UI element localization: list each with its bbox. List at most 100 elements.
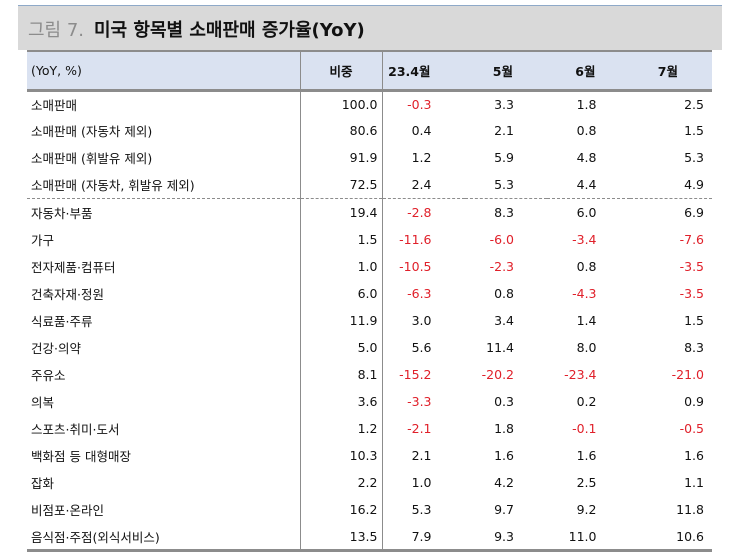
row-label: 가구 (27, 225, 301, 253)
row-value: 0.9 (684, 394, 704, 410)
row-label: 전자제품·컴퓨터 (27, 252, 301, 280)
row-weight: 1.5 (300, 225, 383, 253)
row-value: 10.6 (629, 523, 712, 553)
row-value: 1.8 (576, 96, 597, 112)
row-value: 6.9 (629, 197, 712, 226)
row-value: 0.4 (411, 123, 432, 139)
table-row: 소매판매 100.0 -0.3 3.3 1.8 2.5 (27, 90, 712, 118)
row-value: 1.5 (684, 123, 704, 139)
row-value: 2.1 (494, 123, 514, 139)
row-label: 소매판매 (휘발유 제외) (27, 144, 301, 172)
row-value: 11.4 (486, 339, 514, 355)
row-weight: 13.5 (300, 523, 383, 553)
row-value: 9.7 (494, 502, 514, 518)
row-value: -3.3 (407, 394, 432, 410)
table-row: 백화점 등 대형매장 10.3 2.1 1.6 1.6 1.6 (27, 442, 712, 470)
row-value: 6.0 (547, 197, 630, 226)
figure-title: 미국 항목별 소매판매 증가율(YoY) (94, 20, 365, 41)
table-row: 건축자재·정원 6.0 -6.3 0.8 -4.3 -3.5 (27, 279, 712, 307)
row-label: 잡화 (27, 469, 301, 497)
row-value: 3.4 (494, 312, 514, 328)
row-value: 4.8 (576, 150, 597, 166)
row-value: 9.2 (576, 502, 597, 518)
row-value: 1.6 (494, 448, 514, 464)
row-value: 7.9 (382, 523, 465, 553)
row-value: 3.0 (411, 312, 432, 328)
table-header-row: (YoY, %) 비중 23.4월 5월 6월 7월 (27, 50, 712, 92)
row-value: 8.0 (576, 339, 597, 355)
row-weight: 1.0 (300, 252, 383, 280)
table-row: 비점포·온라인 16.2 5.3 9.7 9.2 11.8 (27, 496, 712, 524)
row-value: 1.4 (576, 312, 597, 328)
row-label: 식료품·주류 (27, 306, 301, 334)
row-value: -2.8 (382, 197, 465, 226)
row-value: 0.8 (494, 285, 514, 301)
header-unit: (YoY, %) (27, 50, 301, 92)
row-label: 음식점·주점(외식서비스) (27, 523, 301, 553)
row-value: 4.2 (494, 475, 514, 491)
row-weight: 100.0 (300, 90, 383, 118)
row-value: -0.3 (407, 96, 432, 112)
row-value: -23.4 (564, 366, 597, 382)
row-value: 5.3 (494, 177, 514, 193)
table-row: 자동차·부품 19.4 -2.8 8.3 6.0 6.9 (27, 197, 712, 226)
row-label: 소매판매 (자동차 제외) (27, 117, 301, 145)
row-value: 1.6 (684, 448, 704, 464)
row-value: -10.5 (399, 258, 432, 274)
retail-sales-table: (YoY, %) 비중 23.4월 5월 6월 7월 소매판매 100.0 -0.3… (27, 50, 712, 553)
row-weight: 16.2 (300, 496, 383, 524)
row-weight: 19.4 (300, 197, 383, 226)
row-label: 스포츠·취미·도서 (27, 415, 301, 443)
table-row: 의복 3.6 -3.3 0.3 0.2 0.9 (27, 388, 712, 416)
table-row: 전자제품·컴퓨터 1.0 -10.5 -2.3 0.8 -3.5 (27, 252, 712, 280)
table-row: 스포츠·취미·도서 1.2 -2.1 1.8 -0.1 -0.5 (27, 415, 712, 443)
row-value: 5.3 (684, 150, 704, 166)
row-value: -2.1 (407, 421, 432, 437)
row-label: 주유소 (27, 360, 301, 389)
row-label: 건축자재·정원 (27, 279, 301, 307)
row-value: 1.6 (576, 448, 597, 464)
row-weight: 11.9 (300, 306, 383, 334)
row-weight: 1.2 (300, 415, 383, 443)
row-value: 0.2 (576, 394, 597, 410)
header-weight: 비중 (300, 50, 383, 92)
row-value: -0.5 (679, 421, 704, 437)
header-may: 5월 (464, 50, 547, 92)
row-weight: 10.3 (300, 442, 383, 470)
row-weight: 3.6 (300, 388, 383, 416)
row-value: -7.6 (679, 231, 704, 247)
row-value: 0.8 (576, 123, 597, 139)
row-label: 의복 (27, 388, 301, 416)
header-jun: 6월 (547, 50, 630, 92)
row-value: 3.3 (494, 96, 514, 112)
row-weight: 80.6 (300, 117, 383, 145)
row-label: 소매판매 (자동차, 휘발유 제외) (27, 171, 301, 199)
row-value: -3.5 (679, 258, 704, 274)
row-value: -4.3 (572, 285, 597, 301)
row-value: 4.9 (684, 177, 704, 193)
table-row: 음식점·주점(외식서비스) 13.5 7.9 9.3 11.0 10.6 (27, 523, 712, 553)
table-row: 소매판매 (휘발유 제외) 91.9 1.2 5.9 4.8 5.3 (27, 144, 712, 172)
row-value: -15.2 (399, 366, 432, 382)
table-row: 잡화 2.2 1.0 4.2 2.5 1.1 (27, 469, 712, 497)
row-value: 0.8 (576, 258, 597, 274)
row-value: 8.3 (684, 339, 704, 355)
row-value: -6.0 (489, 231, 514, 247)
table-row: 식료품·주류 11.9 3.0 3.4 1.4 1.5 (27, 306, 712, 334)
row-label: 비점포·온라인 (27, 496, 301, 524)
row-value: 5.9 (494, 150, 514, 166)
table-row: 주유소 8.1 -15.2 -20.2 -23.4 -21.0 (27, 360, 712, 389)
figure-label: 그림 7. (28, 20, 85, 41)
row-value: 8.3 (464, 197, 547, 226)
row-value: -21.0 (671, 366, 704, 382)
row-value: -2.3 (489, 258, 514, 274)
row-label: 소매판매 (27, 90, 301, 118)
row-value: 1.0 (411, 475, 432, 491)
row-value: 9.3 (464, 523, 547, 553)
header-apr: 23.4월 (382, 50, 465, 92)
row-value: 2.5 (684, 96, 704, 112)
row-value: -0.1 (572, 421, 597, 437)
row-weight: 91.9 (300, 144, 383, 172)
row-value: -20.2 (481, 366, 514, 382)
table-row: 소매판매 (자동차, 휘발유 제외) 72.5 2.4 5.3 4.4 4.9 (27, 171, 712, 199)
